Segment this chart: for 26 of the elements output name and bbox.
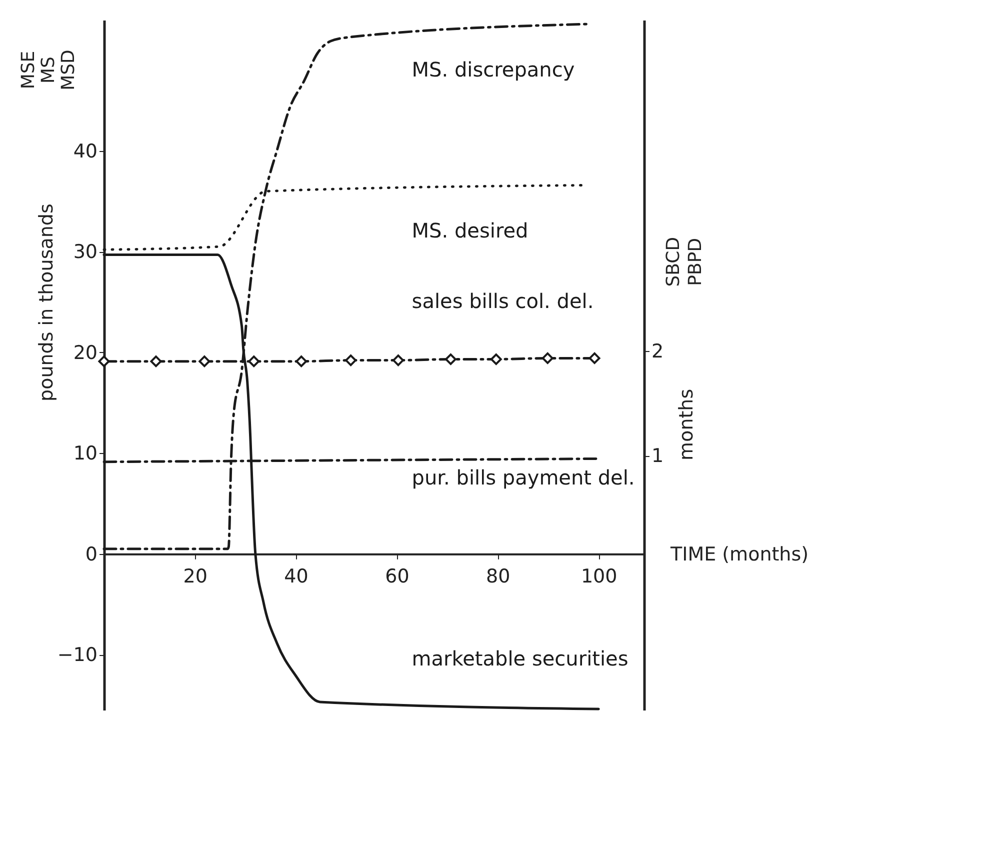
text: SBCD bbox=[663, 236, 684, 287]
series-label: pur. bills payment del. bbox=[412, 465, 635, 490]
x-axis-title: TIME (months) bbox=[670, 543, 809, 566]
y-tick-label: −10 bbox=[57, 644, 98, 666]
x-tick-label: 20 bbox=[183, 565, 208, 588]
series-label: MS. desired bbox=[412, 218, 528, 243]
text: MS bbox=[38, 56, 59, 84]
y-tick-label: 40 bbox=[73, 140, 98, 162]
x-tick-label: 60 bbox=[385, 565, 410, 588]
text: MSE bbox=[18, 50, 39, 90]
y-axis-title: pounds in thousands bbox=[36, 204, 58, 402]
y2-tick-label: 2 bbox=[652, 340, 664, 362]
x-tick-label: 80 bbox=[486, 565, 510, 588]
text: sales bills col. del. bbox=[412, 289, 594, 314]
x-tick-label: 40 bbox=[284, 565, 308, 588]
y-tick-label: 0 bbox=[85, 543, 98, 566]
text: PBPD bbox=[685, 238, 706, 286]
x-tick-label: 100 bbox=[580, 565, 618, 588]
y2-tick-label: 1 bbox=[652, 445, 664, 468]
y-tick-label: 20 bbox=[73, 342, 98, 364]
y-tick-label: 10 bbox=[73, 442, 98, 465]
text: MSD bbox=[58, 50, 79, 90]
y-tick-label: 30 bbox=[73, 241, 98, 264]
series-label: marketable securities bbox=[412, 646, 628, 671]
series-label: MS. discrepancy bbox=[412, 57, 575, 82]
y2-axis-title: months bbox=[676, 388, 698, 460]
